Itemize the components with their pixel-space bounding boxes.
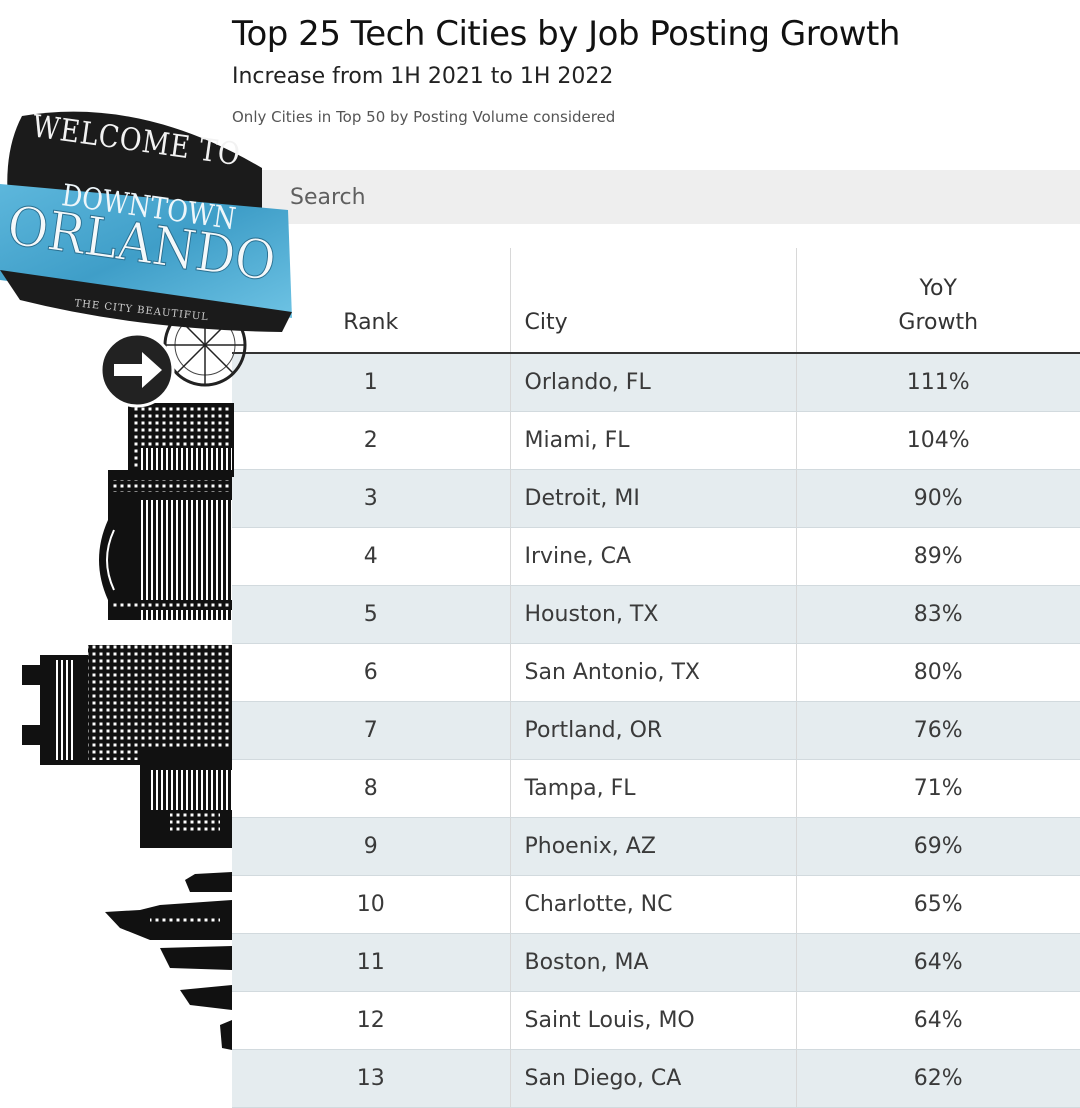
cell-rank: 6: [232, 643, 510, 702]
cell-growth: 111%: [795, 353, 1080, 412]
column-header-city[interactable]: City: [509, 248, 796, 354]
table-row: 5 Houston, TX 83%: [232, 585, 1080, 644]
cell-growth: 62%: [795, 1049, 1080, 1108]
cell-city: Detroit, MI: [509, 469, 796, 528]
cell-rank: 12: [232, 991, 510, 1050]
cell-rank: 4: [232, 527, 510, 586]
table-row: 8 Tampa, FL 71%: [232, 759, 1080, 818]
cell-rank: 11: [232, 933, 510, 992]
cell-city: Miami, FL: [509, 411, 796, 470]
cell-city: Tampa, FL: [509, 759, 796, 818]
cell-growth: 104%: [795, 411, 1080, 470]
cell-rank: 8: [232, 759, 510, 818]
table-row: 6 San Antonio, TX 80%: [232, 643, 1080, 702]
cell-city: Irvine, CA: [509, 527, 796, 586]
cell-city: Saint Louis, MO: [509, 991, 796, 1050]
cell-growth: 90%: [795, 469, 1080, 528]
cell-rank: 1: [232, 353, 510, 412]
cell-city: Phoenix, AZ: [509, 817, 796, 876]
table-row: 13 San Diego, CA 62%: [232, 1049, 1080, 1108]
cell-city: Portland, OR: [509, 701, 796, 760]
orlando-welcome-sign-illustration: Welcome to Downtown Orlando The City Bea…: [0, 108, 292, 1050]
table-row: 7 Portland, OR 76%: [232, 701, 1080, 760]
table-row: 4 Irvine, CA 89%: [232, 527, 1080, 586]
table-row: 11 Boston, MA 64%: [232, 933, 1080, 992]
cell-growth: 69%: [795, 817, 1080, 876]
cell-growth: 71%: [795, 759, 1080, 818]
table-row: 2 Miami, FL 104%: [232, 411, 1080, 470]
cell-rank: 5: [232, 585, 510, 644]
arrow-right-icon: [99, 332, 175, 408]
cell-growth: 76%: [795, 701, 1080, 760]
welcome-sign: Welcome to Downtown Orlando The City Bea…: [0, 108, 292, 332]
table-row: 3 Detroit, MI 90%: [232, 469, 1080, 528]
cell-city: San Diego, CA: [509, 1049, 796, 1108]
table-row: 9 Phoenix, AZ 69%: [232, 817, 1080, 876]
table-header-row: Rank City YoY Growth: [232, 248, 1080, 354]
ranking-table: Rank City YoY Growth 1 Orlando, FL 111% 2 Mi…: [232, 248, 1080, 1108]
cell-rank: 9: [232, 817, 510, 876]
page-subtitle: Increase from 1H 2021 to 1H 2022: [232, 64, 614, 89]
cell-growth: 80%: [795, 643, 1080, 702]
cell-city: Boston, MA: [509, 933, 796, 992]
column-header-yoy-growth[interactable]: YoY Growth: [795, 248, 1080, 354]
cell-city: Charlotte, NC: [509, 875, 796, 934]
table-row: 12 Saint Louis, MO 64%: [232, 991, 1080, 1050]
cell-growth: 64%: [795, 933, 1080, 992]
cell-growth: 83%: [795, 585, 1080, 644]
search-input[interactable]: [232, 170, 1080, 224]
table-note: Only Cities in Top 50 by Posting Volume …: [232, 108, 616, 126]
cell-growth: 89%: [795, 527, 1080, 586]
cell-city: Houston, TX: [509, 585, 796, 644]
cell-city: Orlando, FL: [509, 353, 796, 412]
page-title: Top 25 Tech Cities by Job Posting Growth: [232, 14, 900, 54]
cell-rank: 7: [232, 701, 510, 760]
cell-rank: 3: [232, 469, 510, 528]
table-row: 1 Orlando, FL 111%: [232, 353, 1080, 412]
cell-city: San Antonio, TX: [509, 643, 796, 702]
cell-growth: 65%: [795, 875, 1080, 934]
skyline-illustration: [22, 303, 247, 1050]
cell-growth: 64%: [795, 991, 1080, 1050]
cell-rank: 2: [232, 411, 510, 470]
cell-rank: 10: [232, 875, 510, 934]
table-row: 10 Charlotte, NC 65%: [232, 875, 1080, 934]
